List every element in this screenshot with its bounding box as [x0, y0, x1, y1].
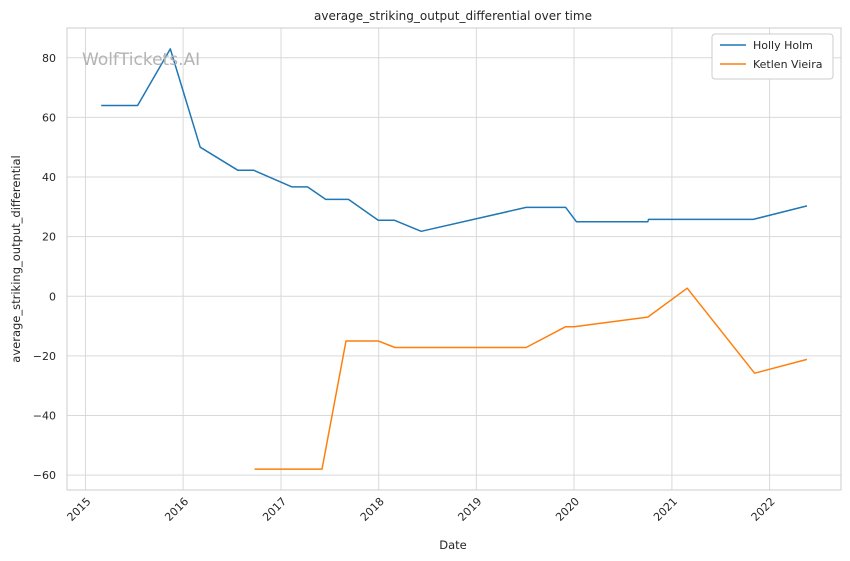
plot-frame [66, 27, 842, 491]
legend-label-ketlen-vieira: Ketlen Vieira [753, 58, 822, 71]
legend: Holly Holm Ketlen Vieira [711, 33, 834, 80]
y-tick-label: 0 [49, 290, 56, 303]
y-tick-label: −60 [33, 469, 56, 482]
y-tick-label: 80 [42, 52, 56, 65]
y-tick-label: 60 [42, 111, 56, 124]
y-tick-label: −20 [33, 350, 56, 363]
y-axis-label: average_striking_output_differential [9, 155, 23, 362]
series-line-holly-holm [101, 48, 808, 233]
series-layer [101, 48, 808, 470]
plot-area [67, 28, 841, 490]
y-axis-ticks: 80 60 40 20 0 −20 −40 −60 [33, 52, 56, 482]
series-line-ketlen-vieira [254, 287, 808, 470]
y-tick-label: −40 [33, 409, 56, 422]
grid-lines [67, 28, 841, 490]
y-tick-label: 20 [42, 231, 56, 244]
y-tick-label: 40 [42, 171, 56, 184]
x-axis-label: Date [439, 538, 467, 552]
watermark: WolfTickets.AI [82, 50, 200, 70]
chart-title: average_striking_output_differential ove… [314, 9, 592, 23]
legend-label-holly-holm: Holly Holm [753, 39, 813, 52]
